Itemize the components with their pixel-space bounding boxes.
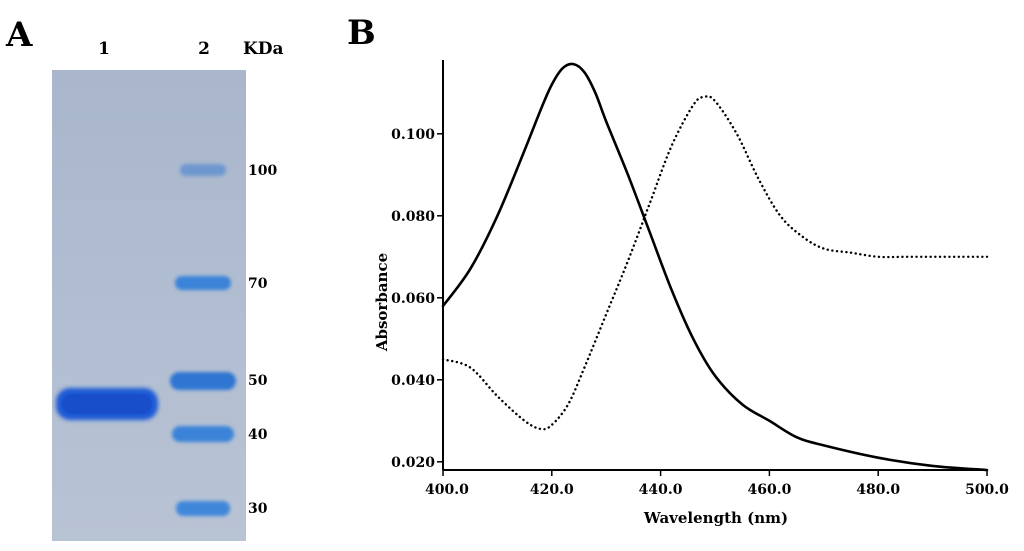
panel-a: A 1 2 KDa 100 70 50 40 30 — [5, 15, 284, 541]
x-tick-label: 480.0 — [856, 482, 900, 498]
ladder-band-100 — [180, 164, 226, 176]
marker-label-100: 100 — [248, 163, 277, 179]
panel-b-label: B — [347, 13, 376, 53]
x-ticks: 400.0 420.0 440.0 460.0 480.0 500.0 — [425, 470, 1009, 498]
y-tick-label: 0.020 — [391, 455, 435, 471]
y-tick-label: 0.040 — [391, 373, 435, 389]
y-tick-label: 0.100 — [391, 127, 435, 143]
lane-2-label: 2 — [198, 39, 210, 59]
marker-label-50: 50 — [248, 373, 268, 389]
x-tick-label: 440.0 — [639, 482, 683, 498]
x-axis-title: Wavelength (nm) — [643, 509, 788, 527]
y-tick-label: 0.080 — [391, 209, 435, 225]
ladder-band-30 — [176, 501, 230, 516]
kda-unit-label: KDa — [243, 39, 284, 59]
x-tick-label: 460.0 — [747, 482, 791, 498]
y-ticks: 0.020 0.040 0.060 0.080 0.100 — [391, 127, 443, 471]
marker-label-30: 30 — [248, 501, 268, 517]
marker-label-70: 70 — [248, 276, 268, 292]
y-axis-title: Absorbance — [373, 253, 391, 352]
x-tick-label: 400.0 — [425, 482, 469, 498]
x-tick-label: 500.0 — [965, 482, 1009, 498]
y-tick-label: 0.060 — [391, 291, 435, 307]
sample-band-core — [62, 394, 152, 414]
panel-b: B 0.020 0.040 0.060 0.080 0.100 400.0 420.0 44… — [347, 13, 1009, 527]
panel-a-label: A — [5, 15, 33, 55]
ladder-band-50 — [170, 372, 236, 390]
marker-label-40: 40 — [248, 427, 268, 443]
series-solid-line — [441, 62, 989, 472]
ladder-band-40 — [172, 426, 234, 442]
series-dotted-line — [441, 95, 989, 431]
series-layer — [441, 62, 989, 472]
x-tick-label: 420.0 — [530, 482, 574, 498]
gel-image — [52, 70, 246, 541]
lane-1-label: 1 — [98, 39, 110, 59]
ladder-band-70 — [175, 276, 231, 290]
